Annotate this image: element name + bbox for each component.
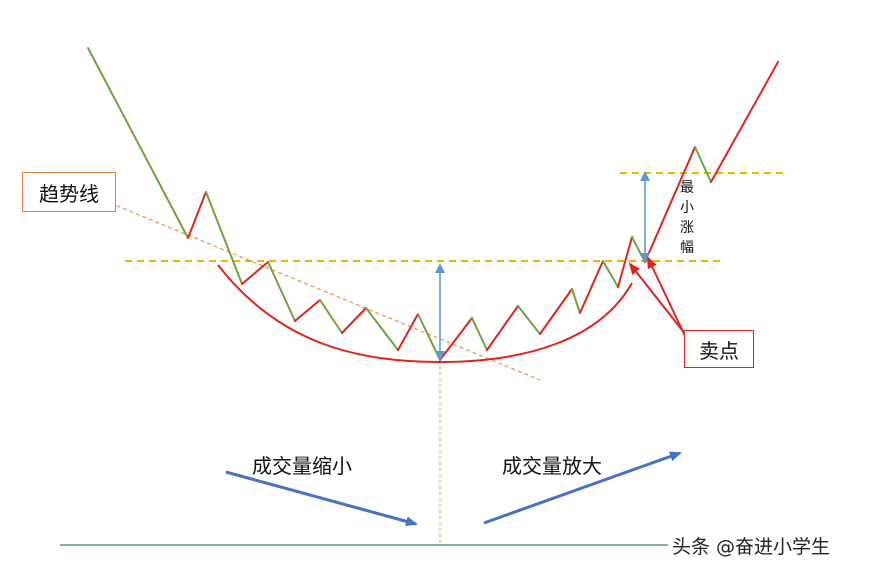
red-segment bbox=[294, 299, 321, 322]
red-segment bbox=[710, 61, 779, 183]
green-segment bbox=[631, 236, 646, 263]
red-segment bbox=[579, 260, 604, 314]
sell-arrow-2 bbox=[647, 256, 687, 339]
green-segment bbox=[602, 260, 619, 288]
volume-expand-label: 成交量放大 bbox=[502, 454, 602, 478]
green-segment bbox=[571, 288, 581, 314]
volume-shrink-label: 成交量缩小 bbox=[252, 454, 352, 478]
min-rise-label: 最小涨幅 bbox=[680, 180, 694, 256]
red-segment bbox=[439, 317, 473, 361]
green-segment bbox=[267, 261, 296, 322]
volume-up-arrow bbox=[483, 451, 682, 525]
red-segment bbox=[241, 261, 269, 285]
green-segment bbox=[517, 305, 541, 335]
red-segment bbox=[539, 288, 573, 335]
green-segment bbox=[694, 146, 712, 183]
green-segment bbox=[319, 299, 343, 334]
volume-down-arrow bbox=[225, 470, 418, 527]
trend-line-label: 趋势线 bbox=[22, 172, 116, 212]
red-segment bbox=[617, 236, 633, 288]
sell-arrow-1 bbox=[628, 262, 687, 336]
trend-line bbox=[109, 202, 541, 381]
green-segment bbox=[365, 307, 399, 351]
red-segment bbox=[341, 307, 367, 334]
sell-point-label: 卖点 bbox=[684, 330, 754, 368]
red-segment bbox=[486, 305, 519, 351]
green-segment bbox=[471, 317, 488, 351]
green-segment bbox=[205, 191, 243, 285]
red-segment bbox=[187, 191, 207, 239]
red-segment bbox=[644, 146, 696, 263]
cup-curve bbox=[217, 264, 633, 364]
green-segment bbox=[87, 47, 189, 239]
red-segment bbox=[397, 313, 419, 351]
watermark: 头条 @奋进小学生 bbox=[672, 536, 831, 558]
